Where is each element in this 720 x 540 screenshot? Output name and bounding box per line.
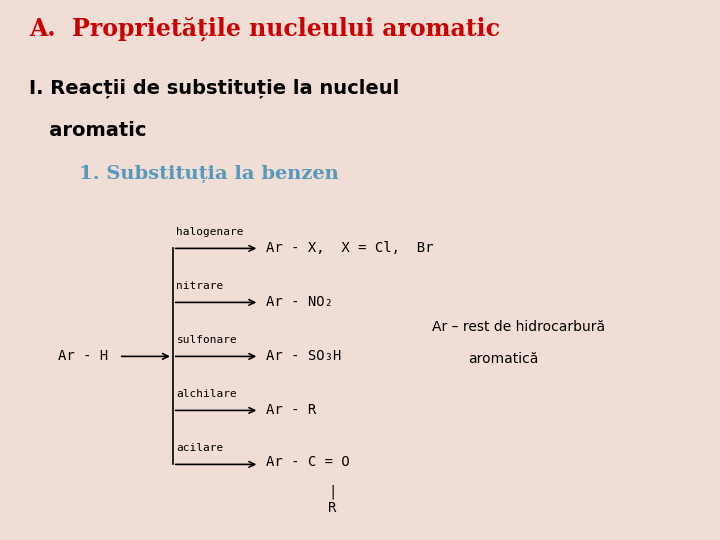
Text: sulfonare: sulfonare — [176, 334, 237, 345]
Text: Ar - H: Ar - H — [58, 349, 108, 363]
Text: Ar - R: Ar - R — [266, 403, 317, 417]
Text: A.  Proprietățile nucleului aromatic: A. Proprietățile nucleului aromatic — [29, 16, 500, 40]
Text: Ar - C = O: Ar - C = O — [266, 455, 350, 469]
Text: halogenare: halogenare — [176, 226, 244, 237]
Text: aromatic: aromatic — [29, 122, 146, 140]
Text: |: | — [328, 485, 337, 500]
Text: nitrare: nitrare — [176, 280, 224, 291]
Text: R: R — [328, 501, 337, 515]
Text: Ar - SO₃H: Ar - SO₃H — [266, 349, 342, 363]
Text: aromatică: aromatică — [468, 352, 539, 366]
Text: 1. Substituția la benzen: 1. Substituția la benzen — [79, 165, 339, 183]
Text: alchilare: alchilare — [176, 388, 237, 399]
Text: Ar - X,  X = Cl,  Br: Ar - X, X = Cl, Br — [266, 241, 434, 255]
Text: Ar - NO₂: Ar - NO₂ — [266, 295, 333, 309]
Text: Ar – rest de hidrocarbură: Ar – rest de hidrocarbură — [432, 320, 605, 334]
Text: I. Reacții de substituție la nucleul: I. Reacții de substituție la nucleul — [29, 78, 399, 98]
Text: acilare: acilare — [176, 442, 224, 453]
